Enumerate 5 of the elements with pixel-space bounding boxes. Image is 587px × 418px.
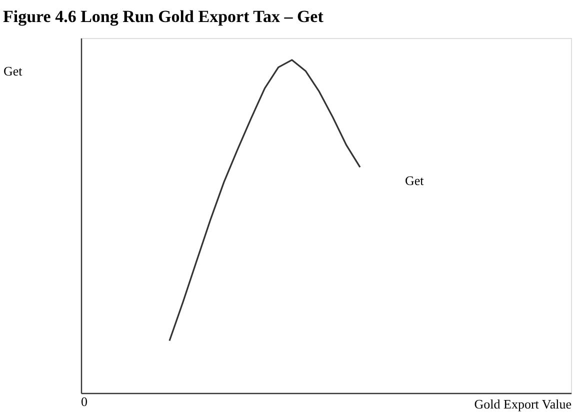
x-axis-title: Gold Export Value <box>474 396 572 412</box>
text: 0 <box>81 394 88 409</box>
chart-title: Figure 4.6 Long Run Gold Export Tax – Get <box>3 7 324 26</box>
y-axis-title: Get <box>4 64 23 78</box>
text: Get <box>405 173 424 188</box>
